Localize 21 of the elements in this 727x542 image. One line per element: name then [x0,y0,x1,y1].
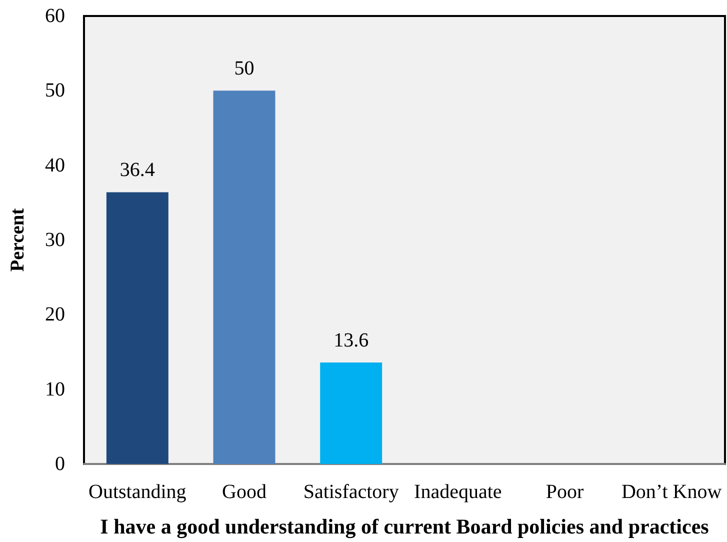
y-tick-label: 20 [45,304,65,326]
x-tick-label: Poor [546,481,584,503]
data-label: 36.4 [120,159,155,182]
y-tick-label: 30 [45,229,65,251]
bar [106,192,168,464]
y-tick-label: 10 [45,378,65,400]
y-tick-label: 60 [45,5,65,27]
x-tick-label: Satisfactory [303,481,399,503]
x-tick-label: Good [222,481,266,503]
data-label: 50 [234,58,254,80]
x-tick-label: Outstanding [88,481,186,503]
y-tick-label: 40 [45,154,65,176]
y-tick-label: 50 [45,80,65,102]
y-axis-title: Percent [8,208,28,272]
y-tick-label: 0 [55,453,65,475]
bar [213,90,276,464]
x-tick-label: Inadequate [414,481,502,503]
x-axis-title: I have a good understanding of current Board policies and practices [100,514,709,538]
x-tick-label: Don’t Know [621,481,722,503]
bar [320,362,382,464]
data-label: 13.6 [334,329,369,352]
